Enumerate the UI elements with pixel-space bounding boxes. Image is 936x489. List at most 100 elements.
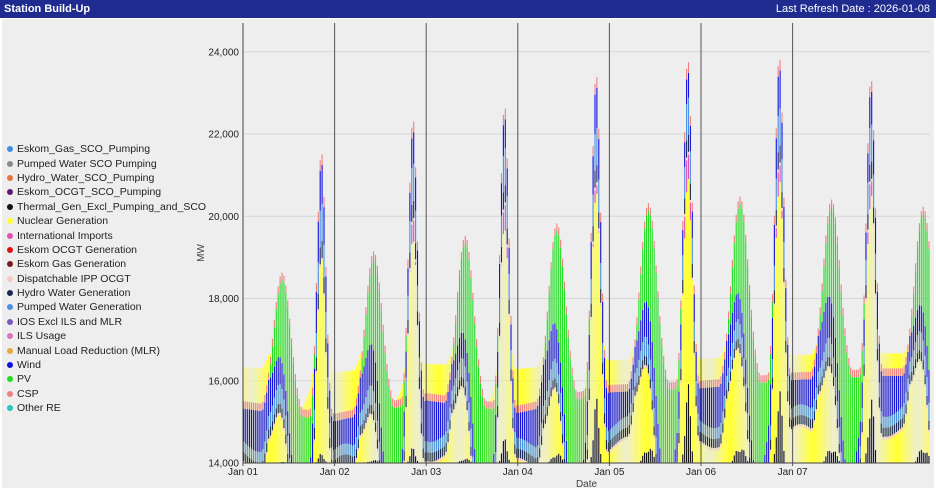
legend-item[interactable]: Thermal_Gen_Excl_Pumping_and_SCO (7, 200, 207, 214)
wind-bar (699, 388, 701, 421)
hydro-bar (884, 427, 886, 437)
legend-item[interactable]: Eskom OCGT Generation (7, 243, 207, 257)
pv-bar (554, 236, 556, 324)
legend-item[interactable]: CSP (7, 387, 207, 401)
csp-bar (437, 394, 440, 403)
thermal-bar (922, 452, 924, 463)
legend-label: IOS Excl ILS and MLR (17, 315, 123, 328)
wind-bar (403, 411, 405, 437)
nuclear-bar (642, 321, 644, 456)
csp-bar (525, 403, 527, 412)
legend-item[interactable]: IOS Excl ILS and MLR (7, 315, 207, 329)
legend-item[interactable]: Hydro Water Generation (7, 286, 207, 300)
wind-bar (418, 321, 420, 358)
legend-swatch-icon (7, 376, 13, 383)
pv-bar (548, 293, 550, 341)
dispatchable-ocgt-bar (518, 457, 520, 461)
wind-bar (495, 415, 497, 453)
legend-item[interactable]: Dispatchable IPP OCGT (7, 272, 207, 286)
hydro-bar (705, 435, 707, 445)
dispatchable-ocgt-bar (894, 433, 896, 437)
legend-item[interactable]: Wind (7, 358, 207, 372)
csp-bar (611, 384, 613, 393)
thermal-bar (460, 460, 462, 463)
csp-bar (661, 337, 663, 346)
pv-bar (911, 316, 913, 333)
dispatchable-ocgt-bar (600, 302, 602, 306)
pumped-water-bar (859, 446, 861, 459)
dispatchable-ocgt-bar (516, 457, 518, 461)
legend-item[interactable]: Nuclear Generation (7, 214, 207, 228)
legend-item[interactable]: Pumped Water Generation (7, 300, 207, 314)
legend-item[interactable]: Eskom Gas Generation (7, 257, 207, 271)
csp-bar (500, 173, 503, 184)
hydro-bar (439, 448, 441, 458)
pumped-water-bar (817, 371, 819, 386)
dispatchable-ocgt-bar (319, 264, 321, 268)
nuclear-bar (821, 330, 823, 463)
dispatchable-ocgt-bar (275, 417, 277, 421)
hydro-bar (550, 387, 552, 397)
nuclear-bar (638, 334, 640, 463)
hydro-bar (653, 426, 655, 436)
wind-bar (258, 410, 260, 452)
csp-bar (613, 384, 615, 393)
pumped-water-bar (367, 390, 369, 409)
csp-bar (920, 211, 922, 219)
hydro-bar (785, 340, 787, 353)
thermal-bar (550, 458, 552, 463)
dispatchable-ocgt-bar (800, 424, 802, 427)
pumped-water-bar (682, 255, 684, 280)
wind-bar (655, 395, 657, 437)
csp-bar (363, 329, 365, 338)
pv-bar (680, 308, 682, 325)
y-tick-label: 16,000 (208, 376, 239, 387)
nuclear-bar (728, 335, 730, 463)
pumped-water-bar (472, 456, 474, 463)
pumped-water-bar (905, 392, 907, 405)
csp-bar (376, 265, 378, 274)
csp-bar (777, 66, 779, 77)
imports-bar (413, 220, 415, 242)
wind-bar (378, 403, 380, 442)
hydro-bar (617, 432, 619, 442)
csp-bar (468, 252, 470, 260)
hydro-bar (325, 338, 327, 352)
pv-bar (310, 415, 312, 458)
legend-item[interactable]: Hydro_Water_SCO_Pumping (7, 171, 207, 185)
pv-bar (401, 404, 403, 449)
wind-bar (876, 291, 878, 330)
thermal-bar (653, 456, 655, 463)
wind-bar (533, 409, 535, 447)
hydro-bar (270, 426, 272, 436)
csp-bar (697, 375, 699, 384)
legend-swatch-icon (7, 160, 13, 167)
hydro-bar (271, 421, 274, 431)
legend-item[interactable]: Other RE (7, 401, 207, 415)
legend-item[interactable]: ILS Usage (7, 329, 207, 343)
hydro-bar (621, 429, 623, 439)
csp-bar (749, 285, 751, 293)
legend-item[interactable]: Pumped Water SCO Pumping (7, 156, 207, 170)
legend: Eskom_Gas_SCO_Pumping Pumped Water SCO Pu… (7, 142, 207, 415)
csp-bar (766, 374, 768, 383)
hydro-bar (415, 243, 417, 260)
legend-item[interactable]: Eskom_Gas_SCO_Pumping (7, 142, 207, 156)
legend-item[interactable]: Eskom_OCGT_SCO_Pumping (7, 185, 207, 199)
legend-item[interactable]: International Imports (7, 228, 207, 242)
dispatchable-ocgt-bar (502, 209, 504, 213)
nuclear-bar (317, 284, 319, 459)
legend-item[interactable]: Manual Load Reduction (MLR) (7, 343, 207, 357)
pv-bar (312, 395, 314, 424)
csp-bar (495, 375, 497, 384)
pumped-water-bar (502, 155, 504, 193)
csp-bar (806, 371, 808, 380)
hydro-bar (645, 356, 648, 366)
hydro-bar (787, 391, 789, 402)
hydro-bar (775, 210, 777, 226)
dispatchable-ocgt-bar (603, 423, 606, 427)
pumped-water-bar (712, 428, 714, 439)
legend-item[interactable]: PV (7, 372, 207, 386)
dispatchable-ocgt-bar (445, 451, 447, 455)
pv-bar (848, 365, 850, 463)
